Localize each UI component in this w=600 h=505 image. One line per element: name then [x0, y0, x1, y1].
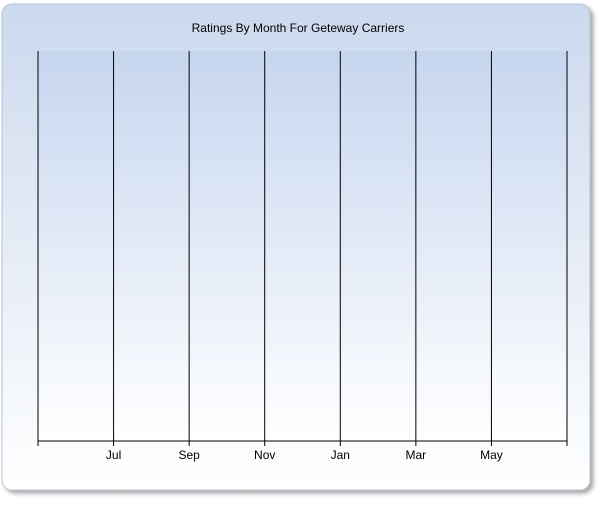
plot-area: [38, 51, 567, 441]
x-tick-label: Sep: [178, 448, 200, 462]
x-tick-label: May: [480, 448, 503, 462]
x-tick-label: Jan: [331, 448, 350, 462]
x-tick-label: Jul: [106, 448, 121, 462]
chart-title: Ratings By Month For Geteway Carriers: [192, 21, 405, 35]
x-tick-label: Nov: [254, 448, 275, 462]
x-tick-label: Mar: [406, 448, 427, 462]
